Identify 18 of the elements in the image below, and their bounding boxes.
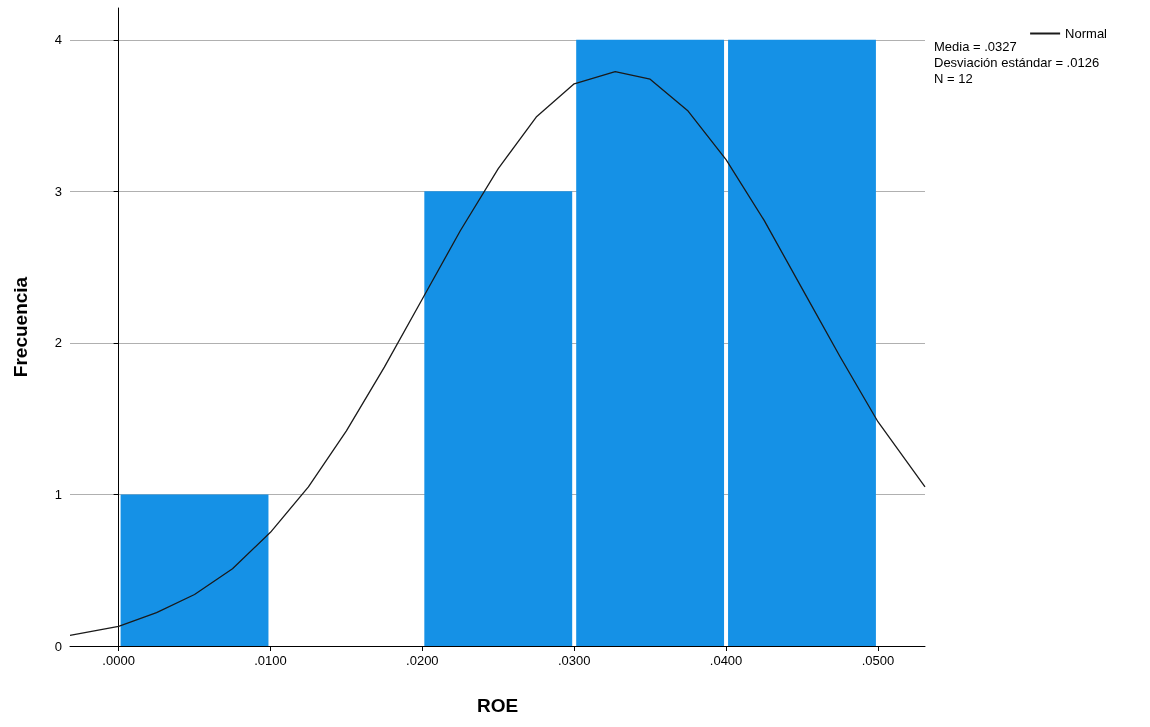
line-series <box>69 71 926 637</box>
x-tick-label: .0300 <box>557 653 591 668</box>
x-axis-title: ROE <box>476 695 519 716</box>
y-tick-label: 2 <box>54 335 62 351</box>
y-tick-label: 3 <box>54 183 62 199</box>
text: N = 12 <box>934 71 973 86</box>
x-tick-label: .0400 <box>709 653 743 668</box>
text: Media = .0327 <box>934 39 1017 54</box>
y-tick-label: 1 <box>54 486 62 502</box>
x-tick-label: .0200 <box>406 653 439 668</box>
legend-label: Normal <box>1065 26 1108 41</box>
y-tick-label: 4 <box>54 32 62 48</box>
text: Desviación estándar = .0126 <box>934 55 1100 70</box>
y-axis-title: Frecuencia <box>10 276 31 378</box>
x-tick-label: .0100 <box>254 653 287 668</box>
x-tick-label: .0000 <box>102 653 135 668</box>
x-tick-label: .0500 <box>861 653 895 668</box>
y-tick-label: 0 <box>54 638 62 654</box>
